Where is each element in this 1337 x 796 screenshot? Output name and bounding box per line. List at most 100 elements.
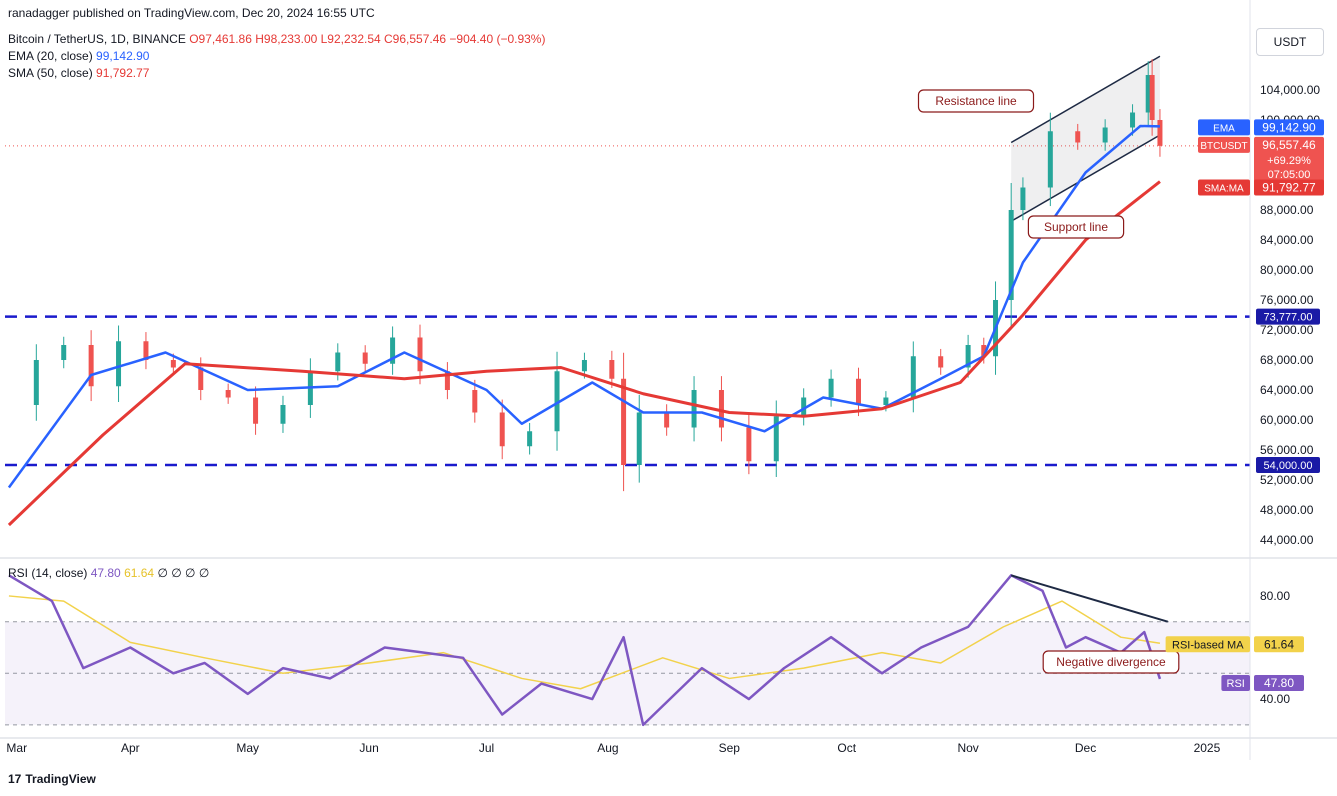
candle-body[interactable] (335, 352, 341, 372)
currency-button[interactable]: USDT (1256, 28, 1324, 56)
price-tick-label: 88,000.00 (1260, 203, 1314, 217)
price-pane[interactable]: Resistance line Support line (0, 55, 1337, 559)
candle-body[interactable] (88, 345, 94, 387)
support-trendline[interactable] (1010, 134, 1161, 222)
candle-body[interactable] (390, 337, 396, 364)
brand-name: TradingView (25, 772, 96, 786)
ema-tag-value-bg (1254, 119, 1324, 136)
candle-body[interactable] (801, 397, 807, 417)
candle-body[interactable] (1102, 127, 1108, 143)
rsi-band (5, 621, 1250, 725)
candle-body[interactable] (621, 378, 627, 465)
sma-tag-label: SMA:MA (1204, 184, 1244, 195)
candle-body[interactable] (116, 341, 122, 387)
price-tick-label: 60,000.00 (1260, 413, 1314, 427)
candle-body[interactable] (746, 427, 752, 462)
candle-body[interactable] (444, 371, 450, 390)
symbol-name: Bitcoin / TetherUS, 1D, BINANCE (8, 32, 186, 46)
ema-tag-label-bg (1198, 119, 1250, 136)
support-annotation-box (1027, 215, 1125, 239)
tradingview-logo[interactable]: 17 TradingView (8, 772, 96, 786)
candle-body[interactable] (691, 390, 697, 428)
candle-body[interactable] (143, 341, 149, 360)
candle-body[interactable] (828, 378, 834, 398)
divergence-annotation-box (1042, 650, 1180, 674)
candle-body[interactable] (636, 412, 642, 466)
time-tick-label: Aug (597, 741, 618, 755)
candle-body[interactable] (664, 412, 670, 428)
candle-body[interactable] (280, 405, 286, 424)
rsi-pane[interactable]: Negative divergence (0, 574, 1337, 739)
resistance-annotation: Resistance line (935, 94, 1017, 108)
ema-line[interactable] (7, 124, 1160, 489)
candle-body[interactable] (1075, 131, 1081, 143)
time-tick-label: May (236, 741, 259, 755)
support-annotation: Support line (1044, 220, 1108, 234)
candle-body[interactable] (1130, 112, 1136, 128)
sma-legend[interactable]: SMA (50, close) 91,792.77 (8, 66, 149, 80)
price-tick-label: 68,000.00 (1260, 353, 1314, 367)
price-tick-label: 64,000.00 (1260, 383, 1314, 397)
time-axis: Mar Apr May Jun Jul Aug Sep Oct Nov Dec 2025 (6, 741, 1220, 755)
divergence-trendline[interactable] (1010, 574, 1169, 623)
ema-legend[interactable]: EMA (20, close) 99,142.90 (8, 49, 149, 63)
divergence-annotation: Negative divergence (1056, 655, 1166, 669)
price-tick-label: 76,000.00 (1260, 293, 1314, 307)
rsi-tick-label: 80.00 (1260, 589, 1290, 603)
candle-body[interactable] (981, 345, 987, 357)
rsi-tick-label: 40.00 (1260, 692, 1290, 706)
candle-body[interactable] (855, 378, 861, 405)
level-price-tag-text: 54,000.00 (1264, 460, 1313, 472)
sma-tag-value-bg (1254, 179, 1324, 196)
candle-body[interactable] (61, 345, 67, 360)
resistance-annotation-box (917, 89, 1035, 113)
candle-body[interactable] (527, 431, 533, 447)
time-tick-label: 2025 (1194, 741, 1221, 755)
rsi-ma-line[interactable] (8, 595, 1161, 690)
candle-body[interactable] (417, 337, 423, 372)
candle-body[interactable] (198, 367, 204, 391)
candle-body[interactable] (773, 416, 779, 462)
candle-body[interactable] (1020, 187, 1026, 211)
rsi-line[interactable] (8, 574, 1162, 727)
candle-body[interactable] (499, 412, 505, 447)
candle-body[interactable] (965, 345, 971, 368)
price-tick-label: 80,000.00 (1260, 263, 1314, 277)
candle-body[interactable] (910, 356, 916, 398)
time-tick-label: Sep (719, 741, 741, 755)
rsi-ma-tag-label: RSI-based MA (1172, 639, 1244, 651)
time-tick-label: Apr (121, 741, 140, 755)
candle-body[interactable] (1047, 131, 1053, 188)
price-tag-label-bg (1198, 136, 1250, 153)
candle-body[interactable] (253, 397, 259, 424)
price-tick-label: 56,000.00 (1260, 443, 1314, 457)
candle-body[interactable] (609, 360, 615, 379)
rsi-legend[interactable]: RSI (14, close) 47.80 61.64 ∅ ∅ ∅ ∅ (8, 566, 209, 580)
price-tag-extra: 07:05:00 (1268, 169, 1311, 181)
candle-body[interactable] (883, 397, 889, 406)
candle-body[interactable] (718, 390, 724, 428)
candle-body[interactable] (554, 371, 560, 432)
candle-body[interactable] (938, 356, 944, 368)
rsi-legend-value: 47.80 (90, 566, 121, 580)
price-tick-label: 104,000.00 (1260, 83, 1320, 97)
sma-line[interactable] (7, 180, 1161, 527)
candle-body[interactable] (1145, 75, 1151, 113)
candle-body[interactable] (225, 390, 231, 398)
publish-line: ranadagger published on TradingView.com,… (8, 6, 375, 20)
candle-body[interactable] (362, 352, 368, 364)
rsi-ma-tag-label-bg (1165, 636, 1250, 653)
candle-body[interactable] (1008, 210, 1014, 300)
level-price-tag (1256, 308, 1320, 325)
candle-body[interactable] (170, 360, 176, 368)
price-tag-value-bg (1254, 136, 1324, 185)
candle-body[interactable] (1149, 75, 1155, 120)
candle-body[interactable] (33, 360, 39, 405)
rsi-tag-value-bg (1254, 674, 1304, 691)
ema-tag-value: 99,142.90 (1262, 120, 1316, 134)
candle-body[interactable] (472, 390, 478, 413)
resistance-trendline[interactable] (1010, 55, 1161, 144)
candle-body[interactable] (1157, 120, 1163, 146)
candle-body[interactable] (581, 360, 587, 372)
